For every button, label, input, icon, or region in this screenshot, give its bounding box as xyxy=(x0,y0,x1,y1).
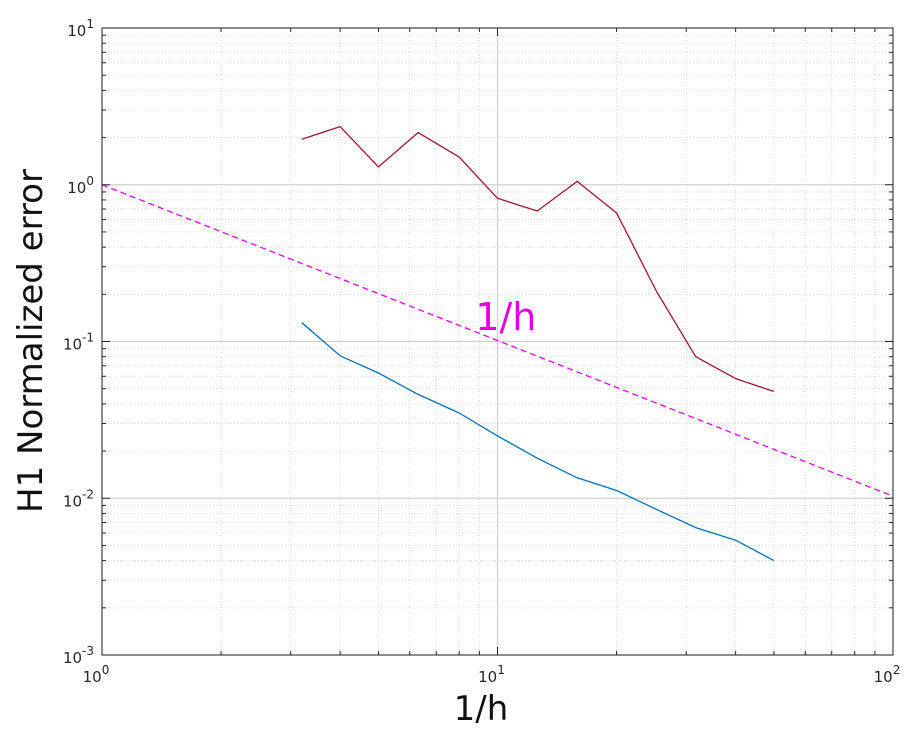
tick-labels: 100 101 102 10-3 10-2 10-1 100 101 xyxy=(63,17,900,686)
series-line-2 xyxy=(301,322,775,562)
y-axis-label: H1 Normalized error xyxy=(11,169,51,513)
annotation-label: 1/h xyxy=(475,295,536,339)
y-tick-label: 10-2 xyxy=(63,487,94,510)
x-tick-label: 101 xyxy=(478,663,505,686)
ticks xyxy=(101,27,894,656)
y-tick-label: 100 xyxy=(67,174,94,197)
annotations: 1/h xyxy=(475,295,536,339)
y-tick-label: 10-1 xyxy=(63,331,94,354)
y-tick-label: 101 xyxy=(67,17,94,40)
series-line-1 xyxy=(301,125,775,393)
x-tick-label: 102 xyxy=(874,663,901,686)
x-tick-label: 100 xyxy=(83,663,110,686)
series-layer xyxy=(101,125,894,562)
x-axis-label: 1/h xyxy=(454,689,509,729)
y-tick-label: 10-3 xyxy=(63,644,94,667)
series-line-3 xyxy=(101,184,894,497)
